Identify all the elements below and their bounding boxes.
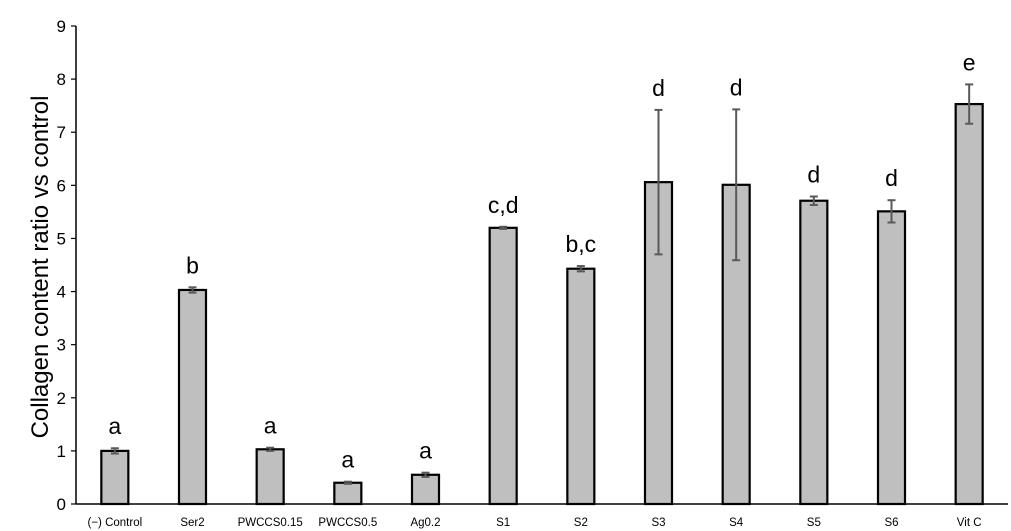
significance-labels: a b a a a c,d b,c d d d d e [108,49,975,472]
significance-label: a [108,413,121,439]
y-tick-label: 2 [57,389,66,408]
category-label: Vit C [957,517,982,529]
category-label: S3 [651,517,665,529]
category-label: PWCCS0.5 [318,517,377,529]
y-tick-label: 7 [57,123,66,142]
y-tick-label: 6 [57,176,66,195]
error-bar [499,225,508,230]
bar [255,448,285,506]
y-tick-label: 0 [57,495,66,514]
category-label: Ag0.2 [410,517,440,529]
category-labels: (−) Control Ser2 PWCCS0.15 PWCCS0.5 Ag0.2 S1 S… [88,517,982,529]
error-bar [887,199,896,224]
error-bar [732,108,741,262]
y-tick-label: 5 [57,229,66,248]
bar [177,288,208,506]
category-label: S6 [884,517,898,529]
category-label: S1 [496,517,510,529]
error-bar [110,447,119,455]
bars [100,102,984,506]
bar [410,473,441,506]
y-axis: 0 1 2 3 4 5 6 7 8 9 [57,17,77,514]
significance-label: b [186,252,199,278]
error-bar [421,471,430,478]
error-bar [654,108,663,256]
bar [954,102,984,506]
y-tick-label: 9 [57,17,66,36]
error-bar [576,265,585,273]
y-tick-label: 8 [57,70,66,89]
category-label: (−) Control [88,517,143,529]
category-label: Ser2 [180,517,204,529]
bar [333,481,363,506]
significance-label: e [963,49,976,75]
bar [488,226,518,506]
bar [566,267,596,506]
y-axis-title: Collagen content ratio vs control [27,96,54,439]
category-label: S4 [729,517,744,529]
category-label: S2 [574,517,588,529]
significance-label: a [419,438,432,464]
error-bar [965,83,974,125]
error-bar [266,446,275,452]
y-tick-label: 3 [57,336,66,355]
significance-label: a [341,447,354,473]
bar [799,199,829,506]
y-tick-label: 4 [57,283,66,302]
bar [100,449,130,506]
error-bars [110,83,974,485]
bar [876,210,907,506]
category-label: PWCCS0.15 [238,517,303,529]
significance-label: c,d [488,192,519,218]
significance-label: d [885,165,898,191]
error-bar [188,286,197,294]
significance-label: a [264,413,277,439]
error-bar [809,195,818,206]
significance-label: b,c [565,231,596,257]
significance-label: d [652,75,665,101]
error-bar [343,480,352,485]
y-tick-label: 1 [57,442,66,461]
significance-label: d [730,74,743,100]
significance-label: d [807,161,820,187]
category-label: S5 [807,517,821,529]
